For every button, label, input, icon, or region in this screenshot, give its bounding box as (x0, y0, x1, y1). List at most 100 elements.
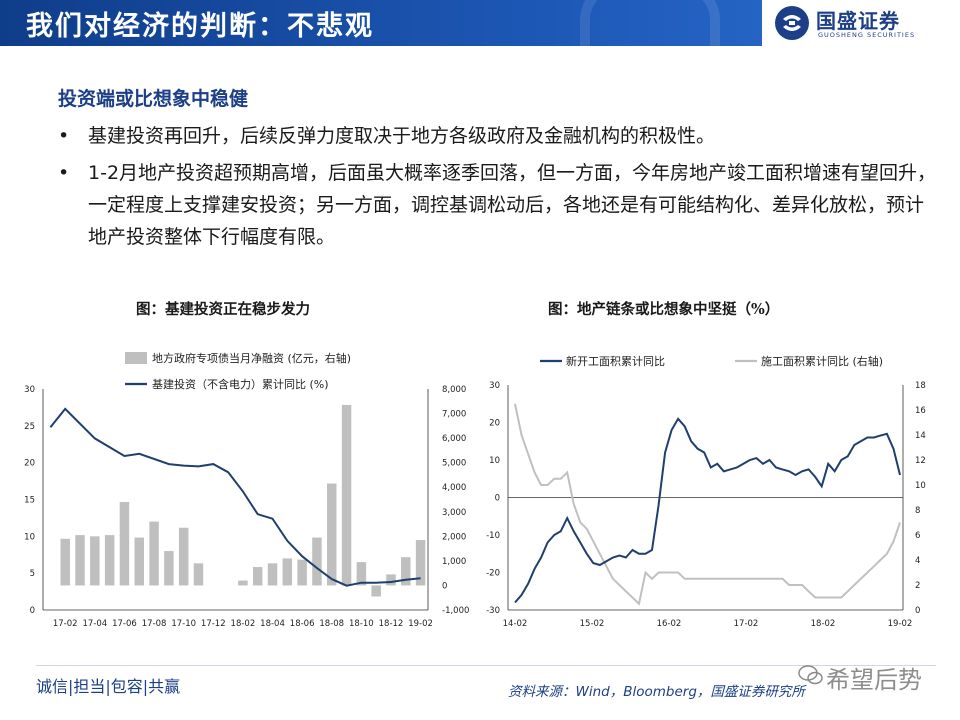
chart-title-infrastructure: 图：基建投资正在稳步发力 (136, 301, 310, 318)
y2-tick-label: 16 (915, 406, 926, 416)
bullet-item: • 1-2月地产投资超预期高增，后面虽大概率逐季回落，但一方面，今年房地产竣工面… (58, 157, 938, 253)
x-tick-label: 18-06 (290, 619, 315, 629)
y2-tick-label: 6 (915, 531, 920, 541)
x-tick-label: 19-02 (888, 619, 913, 629)
x-tick-label: 16-02 (657, 619, 682, 629)
x-tick-label: 17-02 (53, 619, 78, 629)
series-line-new-starts (514, 417, 901, 604)
bar (178, 527, 189, 586)
y-tick-label: 15 (24, 496, 35, 506)
bar (401, 557, 411, 586)
x-tick-label: 18-02 (231, 619, 256, 629)
y2-tick-label: 12 (915, 456, 926, 466)
y-tick-label: 30 (489, 381, 500, 391)
y2-tick-label: 8,000 (442, 385, 466, 395)
logo-subtitle: GUOSHENG SECURITIES (818, 31, 916, 39)
bullet-item: • 基建投资再回升，后续反弹力度取决于地方各级政府及金融机构的积极性。 (58, 120, 938, 152)
y-tick-label: 0 (495, 494, 500, 504)
bullet-text: 基建投资再回升，后续反弹力度取决于地方各级政府及金融机构的积极性。 (88, 125, 716, 147)
y-tick-label: -20 (486, 569, 500, 579)
bar (119, 501, 130, 586)
y-tick-label: -30 (486, 606, 500, 616)
legend-label-line: 基建投资（不含电力）累计同比 (%) (152, 377, 329, 391)
page-title: 我们对经济的判断：不悲观 (26, 11, 374, 42)
section-title: 投资端或比想象中稳健 (58, 88, 249, 110)
y-tick-label: 0 (30, 606, 35, 616)
legend-swatch-bar (125, 352, 147, 364)
y2-tick-label: 4,000 (442, 483, 466, 493)
bar (282, 558, 293, 586)
bar (90, 536, 100, 586)
footer-motto: 诚信|担当|包容|共赢 (36, 677, 181, 696)
x-tick-label: 18-12 (379, 619, 404, 629)
bar (193, 563, 204, 586)
source-note: 资料来源：Wind，Bloomberg，国盛证券研究所 (508, 684, 805, 700)
watermark-text: 希望后势 (826, 666, 922, 694)
bullet-dot: • (58, 125, 70, 147)
bar (149, 521, 159, 586)
x-tick-label: 17-08 (142, 619, 167, 629)
y2-tick-label: 7,000 (442, 410, 466, 420)
y2-tick-label: -1,000 (442, 606, 469, 616)
bar (75, 535, 85, 586)
bar (356, 562, 367, 586)
series-line-construction (514, 403, 901, 606)
x-tick-label: 17-12 (201, 619, 226, 629)
bar (60, 538, 70, 586)
x-tick-label: 19-02 (408, 619, 433, 629)
y2-tick-label: 6,000 (442, 434, 466, 444)
x-tick-label: 15-02 (580, 619, 605, 629)
y2-tick-label: 2 (915, 581, 920, 591)
bar (341, 404, 352, 586)
x-tick-label: 18-10 (349, 619, 374, 629)
y-tick-label: 10 (489, 456, 500, 466)
y2-tick-label: 5,000 (442, 459, 466, 469)
header-decoration (580, 0, 720, 46)
bullet-list: • 基建投资再回升，后续反弹力度取决于地方各级政府及金融机构的积极性。 • 1-… (58, 120, 938, 258)
legend-label-construction: 施工面积累计同比 (右轴) (761, 354, 883, 368)
x-tick-label: 17-10 (171, 619, 196, 629)
x-tick-label: 18-02 (811, 619, 836, 629)
y-tick-label: -10 (486, 531, 500, 541)
series-line-infrastructure (49, 407, 421, 587)
logo-icon (775, 6, 809, 40)
bar (371, 585, 381, 597)
bar (312, 537, 322, 586)
y-tick-label: 5 (30, 569, 35, 579)
bar (327, 483, 337, 586)
x-tick-label: 14-02 (503, 619, 528, 629)
bar (104, 535, 115, 586)
y-tick-label: 25 (24, 422, 35, 432)
x-tick-label: 17-06 (112, 619, 137, 629)
y2-tick-label: 14 (915, 431, 926, 441)
bar (267, 563, 278, 586)
bar (238, 580, 248, 586)
bar (252, 567, 263, 586)
footer-divider (36, 665, 936, 666)
legend-label-bar: 地方政府专项债当月净融资 (亿元，右轴) (152, 351, 351, 365)
y2-tick-label: 3,000 (442, 508, 466, 518)
chart-title-property: 图：地产链条或比想象中坚挺（%） (548, 301, 780, 318)
x-tick-label: 17-02 (734, 619, 759, 629)
y2-tick-label: 18 (915, 381, 926, 391)
y2-tick-label: 4 (915, 556, 920, 566)
legend-label-new-starts: 新开工面积累计同比 (566, 354, 665, 368)
logo-name: 国盛证券 (816, 9, 900, 33)
x-tick-label: 17-04 (82, 619, 107, 629)
y2-tick-label: 8 (915, 506, 920, 516)
y2-tick-label: 10 (915, 481, 926, 491)
y2-tick-label: 0 (442, 581, 447, 591)
x-tick-label: 18-08 (319, 619, 344, 629)
y-tick-label: 20 (24, 459, 35, 469)
y-tick-label: 20 (489, 419, 500, 429)
x-tick-label: 18-04 (260, 619, 285, 629)
y-tick-label: 30 (24, 385, 35, 395)
bullet-text: 1-2月地产投资超预期高增，后面虽大概率逐季回落，但一方面，今年房地产竣工面积增… (88, 162, 937, 248)
bar (386, 574, 396, 586)
wechat-icon (798, 665, 823, 685)
bar (134, 537, 144, 586)
y-tick-label: 10 (24, 532, 35, 542)
y2-tick-label: 1,000 (442, 557, 466, 567)
bar (297, 559, 307, 586)
